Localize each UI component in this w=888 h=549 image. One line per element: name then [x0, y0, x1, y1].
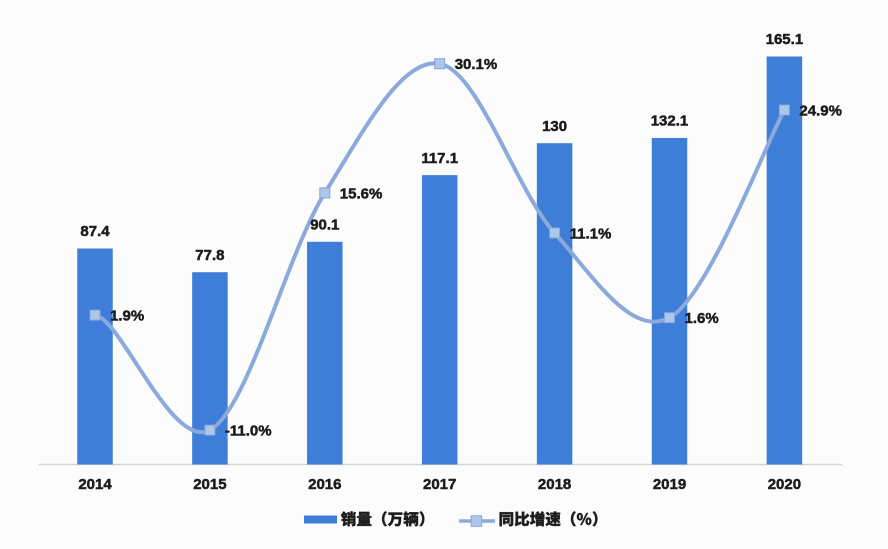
svg-text:11.1%: 11.1% — [570, 226, 612, 243]
svg-text:117.1: 117.1 — [421, 150, 458, 167]
svg-text:2014: 2014 — [78, 476, 112, 493]
svg-text:90.1: 90.1 — [310, 217, 339, 234]
svg-text:24.9%: 24.9% — [799, 103, 842, 120]
svg-text:1.6%: 1.6% — [685, 310, 719, 327]
svg-text:130: 130 — [542, 118, 567, 135]
svg-text:30.1%: 30.1% — [455, 56, 498, 73]
svg-text:2017: 2017 — [423, 476, 456, 493]
svg-text:2015: 2015 — [193, 476, 226, 493]
svg-text:2016: 2016 — [308, 476, 341, 493]
svg-text:1.9%: 1.9% — [110, 308, 144, 325]
svg-text:77.8: 77.8 — [195, 247, 224, 264]
svg-text:165.1: 165.1 — [766, 31, 804, 48]
svg-text:2019: 2019 — [653, 476, 686, 493]
svg-text:2018: 2018 — [538, 476, 571, 493]
svg-text:2020: 2020 — [768, 476, 801, 493]
svg-text:-11.0%: -11.0% — [225, 423, 272, 440]
svg-text:15.6%: 15.6% — [340, 185, 383, 202]
svg-text:132.1: 132.1 — [651, 113, 689, 130]
svg-text:87.4: 87.4 — [80, 223, 110, 240]
